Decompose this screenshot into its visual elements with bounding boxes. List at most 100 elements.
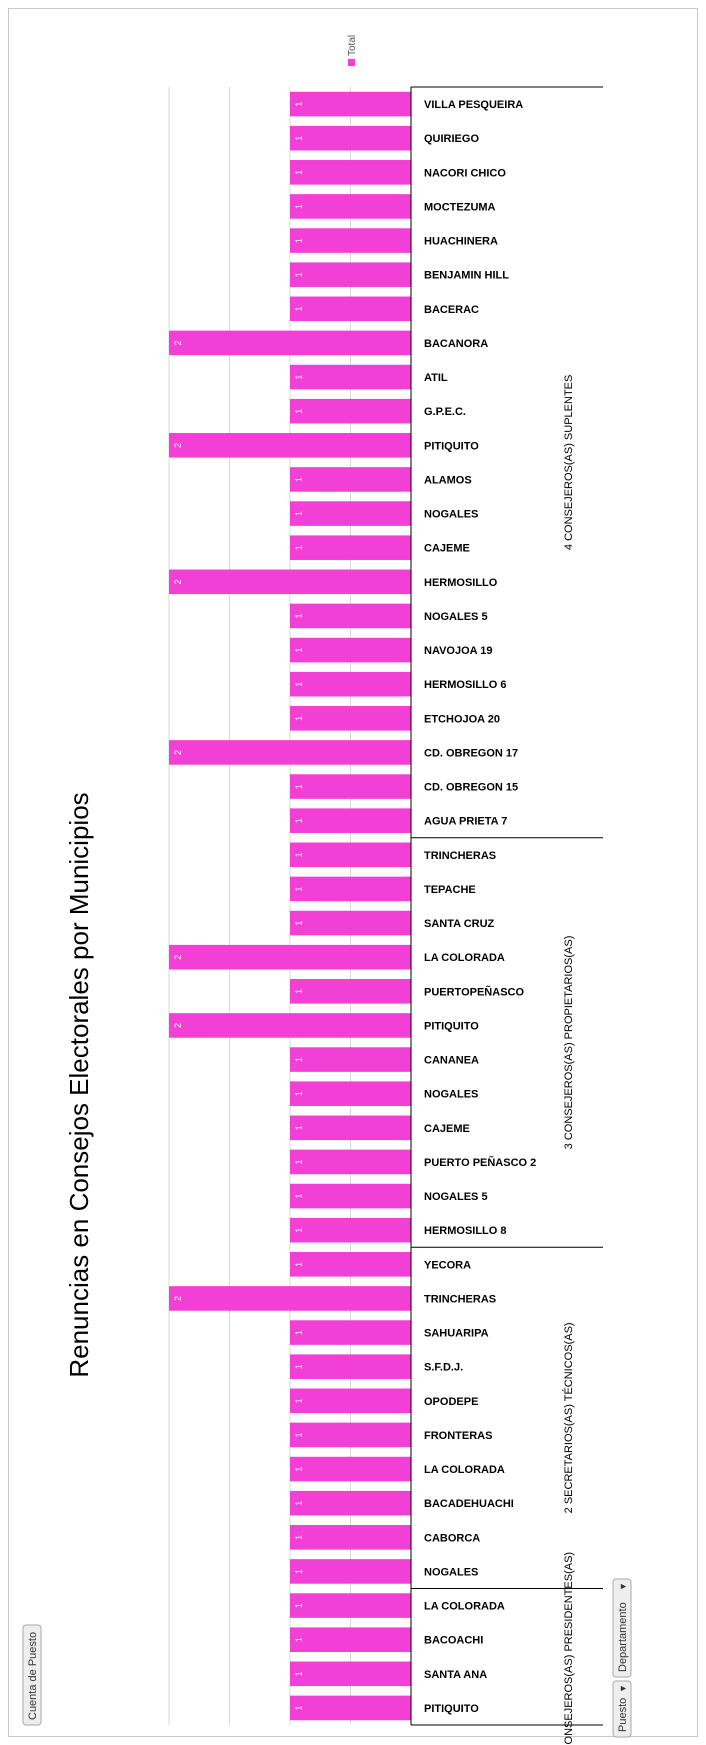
category-label: TRINCHERAS [424, 850, 496, 862]
data-label: 1 [294, 545, 304, 550]
bar [290, 1081, 411, 1106]
category-label: SANTA ANA [424, 1669, 487, 1681]
category-label: ALAMOS [424, 474, 472, 486]
data-label: 1 [294, 1125, 304, 1130]
data-label: 2 [173, 1296, 183, 1301]
legend-label: Total [347, 35, 358, 56]
data-label: 1 [294, 1603, 304, 1608]
data-label: 1 [294, 477, 304, 482]
data-label: 1 [294, 1671, 304, 1676]
dropdown-arrow-icon: ▼ [618, 1684, 628, 1693]
bar [290, 1252, 411, 1277]
dropdown-arrow-icon: ▼ [618, 1582, 628, 1591]
bar [290, 1695, 411, 1721]
category-label: PUERTOPEÑASCO [424, 985, 524, 998]
bar [290, 1183, 411, 1209]
bar [290, 876, 411, 902]
data-label: 1 [294, 716, 304, 721]
data-label: 1 [294, 648, 304, 653]
bar [290, 1627, 411, 1652]
data-label: 1 [294, 1330, 304, 1335]
bar [290, 1490, 411, 1516]
bar [290, 671, 411, 697]
bar [290, 1388, 411, 1414]
group-label: 1 CONSEJEROS(AS) PRESIDENTES(AS) [563, 1552, 575, 1745]
chart-title: Renuncias en Consejos Electorales por Mu… [64, 792, 94, 1377]
data-label: 1 [294, 170, 304, 175]
bar [290, 706, 411, 731]
bar [290, 262, 411, 287]
bar [290, 808, 411, 833]
chart-frame [8, 8, 698, 1737]
bar [290, 979, 411, 1004]
bar [290, 1422, 411, 1448]
bar [290, 1115, 411, 1141]
legend: Total [347, 35, 358, 66]
bar [290, 1559, 411, 1584]
bar [290, 535, 411, 560]
bar [290, 125, 411, 151]
data-label: 2 [173, 443, 183, 448]
category-label: NACORI CHICO [424, 167, 506, 179]
bar [290, 194, 411, 219]
category-label: BACANORA [424, 338, 488, 350]
data-label: 1 [294, 1364, 304, 1369]
data-label: 1 [294, 613, 304, 618]
bar [290, 160, 411, 185]
data-label: 1 [294, 272, 304, 277]
category-label: BENJAMIN HILL [424, 270, 509, 282]
bar [290, 1217, 411, 1243]
category-label: LA COLORADA [424, 952, 505, 964]
category-label: HERMOSILLO 6 [424, 679, 507, 691]
category-label: AGUA PRIETA 7 [424, 816, 507, 828]
data-label: 1 [294, 1194, 304, 1199]
bar [290, 467, 411, 492]
legend-swatch [348, 59, 355, 66]
bar [169, 330, 411, 356]
data-label: 1 [294, 1467, 304, 1472]
category-label: NOGALES [424, 1089, 478, 1101]
category-label: NOGALES [424, 509, 478, 521]
bar [290, 603, 411, 629]
category-label: PITIQUITO [424, 1020, 479, 1032]
bar [290, 910, 411, 936]
category-label: FRONTERAS [424, 1430, 492, 1442]
bar [290, 1047, 411, 1072]
category-label: HERMOSILLO 8 [424, 1225, 507, 1237]
group-labels: 4 CONSEJEROS(AS) SUPLENTES 3 CONSEJEROS(A… [562, 375, 575, 1745]
data-label: 2 [173, 750, 183, 755]
category-label: S.F.D.J. [424, 1362, 463, 1374]
category-label: NOGALES 5 [424, 1191, 488, 1203]
bar [290, 296, 411, 322]
bar [169, 1286, 411, 1311]
category-label: LA COLORADA [424, 1464, 505, 1476]
bar [290, 1320, 411, 1345]
filter-button-puesto[interactable]: Puesto ▼ [612, 1680, 632, 1738]
data-label: 1 [294, 1228, 304, 1233]
category-label: PITIQUITO [424, 1703, 479, 1715]
bar [290, 1149, 411, 1175]
category-axis [410, 86, 603, 1726]
category-label: CD. OBREGON 15 [424, 782, 518, 794]
data-label: 1 [294, 1569, 304, 1574]
data-label: 2 [173, 955, 183, 960]
data-label: 1 [294, 204, 304, 209]
category-label: BACERAC [424, 304, 479, 316]
filter-button-departamento[interactable]: Departamento ▼ [612, 1578, 632, 1678]
bar [290, 1593, 411, 1618]
category-label: ETCHOJOA 20 [424, 713, 500, 725]
data-label: 1 [294, 238, 304, 243]
data-label: 1 [294, 409, 304, 414]
data-label: 1 [294, 1091, 304, 1096]
data-label: 1 [294, 886, 304, 891]
category-label: NOGALES 5 [424, 611, 488, 623]
category-label: LA COLORADA [424, 1601, 505, 1613]
data-label: 2 [173, 579, 183, 584]
category-label: PITIQUITO [424, 440, 479, 452]
data-label: 1 [294, 375, 304, 380]
value-field-button[interactable]: Cuenta de Puesto [22, 1624, 42, 1726]
data-label: 1 [294, 989, 304, 994]
category-label: SAHUARIPA [424, 1328, 489, 1340]
